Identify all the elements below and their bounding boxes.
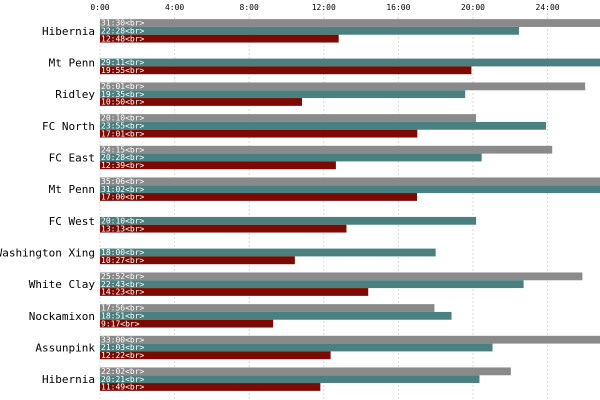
- category-label: Mt Penn: [49, 183, 95, 196]
- bar-value-label: 20:10<br>: [101, 217, 145, 226]
- bar-teal: [100, 343, 493, 352]
- bar-value-label: 9:17<br>: [101, 319, 140, 328]
- x-tick-label: 12:00: [312, 3, 336, 12]
- bar-darkred: [100, 66, 472, 75]
- bar-darkred: [100, 319, 274, 328]
- bar-value-label: 20:10<br>: [101, 114, 145, 123]
- bar-teal: [100, 121, 546, 130]
- category-label: Ridley: [55, 88, 95, 101]
- x-tick-label: 8:00: [240, 3, 259, 12]
- bar-value-label: 26:01<br>: [101, 82, 145, 91]
- category-label: Hibernia: [42, 25, 95, 38]
- x-tick-label: 0:00: [90, 3, 109, 12]
- bar-value-label: 20:28<br>: [101, 153, 145, 162]
- bar-value-label: 31:02<br>: [101, 185, 145, 194]
- bar-value-label: 24:15<br>: [101, 145, 145, 154]
- bar-value-label: 14:23<br>: [101, 288, 145, 297]
- bar-value-label: 13:13<br>: [101, 224, 145, 233]
- bar-darkred: [100, 256, 295, 265]
- bar-value-label: 23:55<br>: [101, 122, 145, 131]
- bar-value-label: 12:39<br>: [101, 161, 145, 170]
- bar-value-label: 35:06<br>: [101, 177, 145, 186]
- bar-teal: [100, 185, 600, 194]
- bar-value-label: 17:01<br>: [101, 129, 145, 138]
- bar-gray: [100, 177, 600, 186]
- bar-value-label: 17:00<br>: [101, 193, 145, 202]
- bar-teal: [100, 311, 452, 320]
- bar-value-label: 33:00<br>: [101, 335, 145, 344]
- bar-teal: [100, 280, 524, 289]
- category-label: FC North: [42, 120, 95, 133]
- bar-value-label: 10:50<br>: [101, 98, 145, 107]
- bar-gray: [100, 19, 600, 27]
- bar-teal: [100, 216, 477, 225]
- bar-value-label: 18:51<br>: [101, 312, 145, 321]
- bar-series: [100, 19, 600, 391]
- bar-value-label: 12:48<br>: [101, 34, 145, 43]
- bar-value-label: 22:43<br>: [101, 280, 145, 289]
- bar-gray: [100, 145, 553, 154]
- bar-value-label: 22:02<br>: [101, 367, 145, 376]
- bar-gray: [100, 367, 511, 376]
- bar-value-label: 22:28<br>: [101, 27, 145, 36]
- bar-teal: [100, 375, 480, 384]
- category-label: Mt Penn: [49, 57, 95, 70]
- category-label: FC East: [49, 152, 95, 165]
- bar-teal: [100, 26, 519, 35]
- bar-darkred: [100, 98, 303, 106]
- bar-value-label: 31:30<br>: [101, 19, 145, 28]
- bar-darkred: [100, 34, 339, 43]
- category-label: Washington Xing: [0, 247, 95, 260]
- bar-teal: [100, 58, 600, 67]
- category-label: Nockamixon: [29, 310, 95, 323]
- bar-value-label: 21:03<br>: [101, 343, 145, 352]
- bar-darkred: [100, 351, 331, 360]
- bar-gray: [100, 272, 583, 281]
- bar-darkred: [100, 161, 336, 170]
- bar-value-label: 29:11<br>: [101, 58, 145, 67]
- bar-value-label: 17:56<br>: [101, 304, 145, 313]
- x-tick-label: 24:00: [536, 3, 560, 12]
- category-label: FC West: [49, 215, 95, 228]
- bar-teal: [100, 90, 466, 99]
- bar-darkred: [100, 383, 321, 391]
- bar-value-label: 19:55<br>: [101, 66, 145, 75]
- bar-value-label: 20:21<br>: [101, 375, 145, 384]
- bar-value-label: 19:35<br>: [101, 90, 145, 99]
- bar-value-label: 25:52<br>: [101, 272, 145, 281]
- bar-gray: [100, 82, 586, 91]
- category-labels: Hibernia Mt Penn Ridley FC North FC East Mt P…: [0, 25, 95, 386]
- bar-value-labels: 31:30<br>22:28<br>12:48<br> 29:11<br>19:5…: [101, 19, 145, 392]
- bar-darkred: [100, 193, 418, 201]
- bar-value-label: 12:22<br>: [101, 351, 145, 360]
- bar-darkred: [100, 224, 347, 233]
- x-tick-label: 16:00: [386, 3, 410, 12]
- bar-teal: [100, 153, 482, 162]
- x-tick-label: 4:00: [165, 3, 184, 12]
- bar-teal: [100, 248, 436, 257]
- category-label: Hibernia: [42, 373, 95, 386]
- grid-lines: [99, 13, 549, 400]
- bar-value-label: 11:49<br>: [101, 383, 145, 392]
- bar-darkred: [100, 288, 369, 296]
- x-tick-label: 20:00: [461, 3, 485, 12]
- bar-gray: [100, 304, 435, 312]
- category-label: White Clay: [29, 278, 96, 291]
- bar-value-label: 18:00<br>: [101, 248, 145, 257]
- bar-gray: [100, 114, 477, 122]
- category-label: Assunpink: [35, 342, 95, 355]
- bar-gray: [100, 335, 600, 344]
- bar-value-label: 10:27<br>: [101, 256, 145, 265]
- bar-darkred: [100, 129, 418, 138]
